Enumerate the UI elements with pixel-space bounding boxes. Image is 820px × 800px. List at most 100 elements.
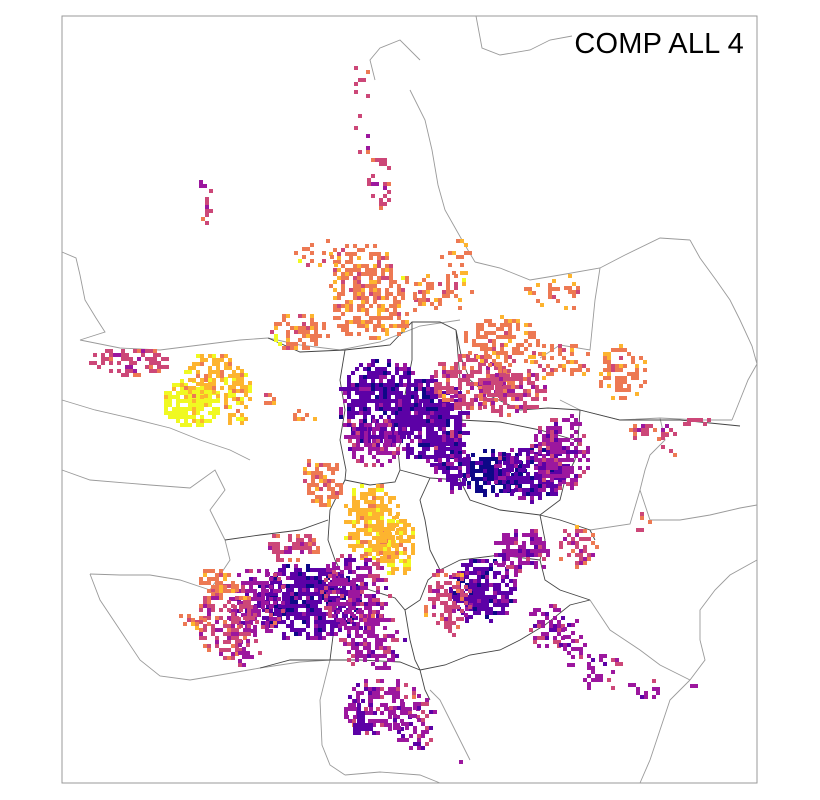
density-cell (478, 362, 482, 366)
density-cell (498, 541, 502, 545)
density-cell (434, 454, 438, 458)
density-cell (523, 389, 527, 393)
density-cell (633, 424, 637, 428)
density-cell (125, 369, 129, 373)
density-cell (380, 711, 384, 715)
density-cell (258, 584, 262, 588)
density-cell (392, 451, 396, 455)
density-cell (272, 401, 276, 405)
density-cell (519, 465, 523, 469)
density-cell (627, 384, 631, 388)
density-cell (253, 629, 257, 633)
density-cell (176, 415, 180, 419)
density-cell (286, 600, 290, 604)
density-cell (528, 355, 532, 359)
density-cell (458, 486, 462, 490)
density-cell (434, 450, 438, 454)
density-cell (371, 359, 375, 363)
density-cell (243, 596, 247, 600)
density-cell (290, 588, 294, 592)
density-cell (199, 608, 203, 612)
density-cell (527, 393, 531, 397)
density-cell (323, 479, 327, 483)
density-cell (216, 407, 220, 411)
density-cell (364, 516, 368, 520)
density-cell (286, 612, 290, 616)
density-cell (538, 480, 542, 484)
density-cell (558, 438, 562, 442)
density-cell (235, 596, 239, 600)
density-cell (357, 304, 361, 308)
density-cell (261, 601, 265, 605)
density-cell (357, 276, 361, 280)
density-cell (414, 455, 418, 459)
density-cell (619, 348, 623, 352)
density-cell (633, 436, 637, 440)
density-cell (496, 351, 500, 355)
density-cell (338, 628, 342, 632)
density-cell (306, 588, 310, 592)
density-cell (375, 383, 379, 387)
density-cell (570, 466, 574, 470)
density-cell (360, 691, 364, 695)
density-cell (421, 734, 425, 738)
density-cell (372, 695, 376, 699)
density-cell (448, 621, 452, 625)
density-cell (379, 547, 383, 551)
density-cell (224, 405, 228, 409)
density-cell (376, 504, 380, 508)
density-cell (534, 529, 538, 533)
density-cell (292, 542, 296, 546)
density-cell (665, 424, 669, 428)
density-cell (253, 609, 257, 613)
density-cell (364, 679, 368, 683)
density-cell (274, 608, 278, 612)
density-cell (302, 620, 306, 624)
density-cell (133, 361, 137, 365)
density-cell (341, 248, 345, 252)
density-cell (364, 500, 368, 504)
density-cell (375, 634, 379, 638)
density-cell (384, 602, 388, 606)
density-cell (403, 547, 407, 551)
density-cell (396, 683, 400, 687)
density-cell (269, 613, 273, 617)
density-cell (207, 596, 211, 600)
density-cell (442, 415, 446, 419)
density-cell (522, 448, 526, 452)
density-cell (426, 403, 430, 407)
density-cell (391, 539, 395, 543)
density-cell (298, 588, 302, 592)
density-cell (482, 394, 486, 398)
density-cell (404, 683, 408, 687)
density-cell (595, 674, 599, 678)
density-cell (188, 366, 192, 370)
density-cell (526, 492, 530, 496)
density-cell (290, 342, 294, 346)
density-cell (376, 484, 380, 488)
density-cell (286, 604, 290, 608)
density-cell (376, 586, 380, 590)
density-cell (414, 383, 418, 387)
density-cell (353, 288, 357, 292)
density-cell (363, 395, 367, 399)
density-cell (368, 544, 372, 548)
density-cell (572, 306, 576, 310)
density-cell (381, 276, 385, 280)
density-cell (529, 612, 533, 616)
density-cell (306, 576, 310, 580)
density-cell (387, 403, 391, 407)
density-cell (391, 567, 395, 571)
density-cell (574, 418, 578, 422)
density-cell (450, 490, 454, 494)
density-cell (649, 424, 653, 428)
density-cell (558, 458, 562, 462)
density-cell (498, 452, 502, 456)
density-cell (509, 579, 513, 583)
density-cell (137, 349, 141, 353)
density-cell (372, 598, 376, 602)
density-cell (331, 491, 335, 495)
density-cell (314, 330, 318, 334)
density-cell (318, 632, 322, 636)
density-cell (623, 396, 627, 400)
